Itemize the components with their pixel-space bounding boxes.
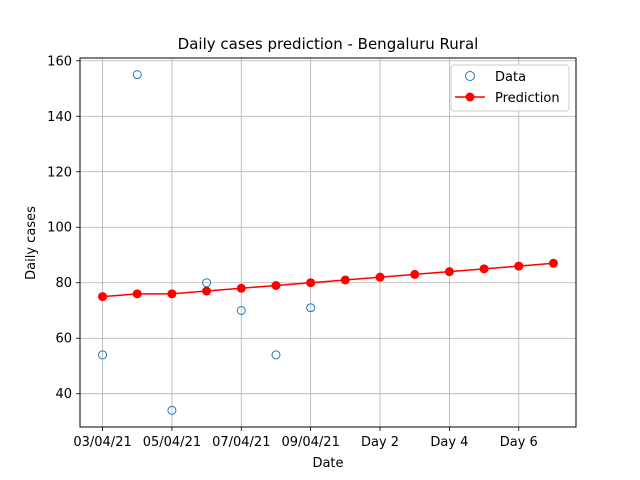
y-tick-label: 140 (47, 110, 72, 125)
x-axis-label: Date (312, 456, 343, 471)
prediction-point (306, 278, 316, 288)
x-tick-label: 07/04/21 (212, 435, 270, 450)
x-tick-label: 03/04/21 (73, 435, 131, 450)
prediction-point (375, 272, 385, 282)
data-point (132, 70, 142, 80)
prediction-point (236, 283, 246, 293)
y-tick-label: 160 (47, 54, 72, 69)
prediction-line (102, 262, 554, 298)
chart-title: Daily cases prediction - Bengaluru Rural (178, 35, 479, 53)
prediction-point (271, 281, 281, 291)
prediction-point (410, 269, 420, 279)
y-tick-label: 120 (47, 165, 72, 180)
grid (80, 58, 576, 427)
legend-prediction-label: Prediction (495, 91, 560, 106)
legend: Data Prediction (450, 64, 570, 112)
prediction-point (167, 289, 177, 299)
prediction-point (514, 261, 524, 271)
plot-series (98, 70, 558, 415)
x-tick-label: Day 6 (500, 435, 538, 450)
legend-box (450, 64, 570, 112)
data-point (236, 305, 246, 315)
y-tick-label: 80 (55, 276, 72, 291)
plot-frame (79, 57, 577, 428)
y-tick-label: 60 (55, 332, 72, 347)
data-point (306, 303, 316, 313)
y-tick-label: 100 (47, 221, 72, 236)
y-axis-label: Daily cases (24, 206, 39, 280)
axis-ticks: 03/04/21 05/04/21 07/04/21 09/04/21 Day 2 Day… (47, 54, 538, 450)
x-tick-label: Day 4 (430, 435, 468, 450)
legend-data-marker (465, 71, 475, 81)
prediction-point (340, 275, 350, 285)
prediction-point (98, 292, 108, 302)
prediction-point (202, 286, 212, 296)
x-tick-label: Day 2 (361, 435, 399, 450)
data-point (167, 405, 177, 415)
prediction-point (132, 289, 142, 299)
prediction-point (548, 258, 558, 268)
legend-data-label: Data (495, 70, 526, 85)
prediction-point (479, 264, 489, 274)
y-tick-label: 40 (55, 387, 72, 402)
x-tick-label: 09/04/21 (281, 435, 339, 450)
prediction-point (444, 267, 454, 277)
legend-prediction-marker (465, 92, 475, 102)
data-point (98, 350, 108, 360)
data-point (271, 350, 281, 360)
x-tick-label: 05/04/21 (143, 435, 201, 450)
